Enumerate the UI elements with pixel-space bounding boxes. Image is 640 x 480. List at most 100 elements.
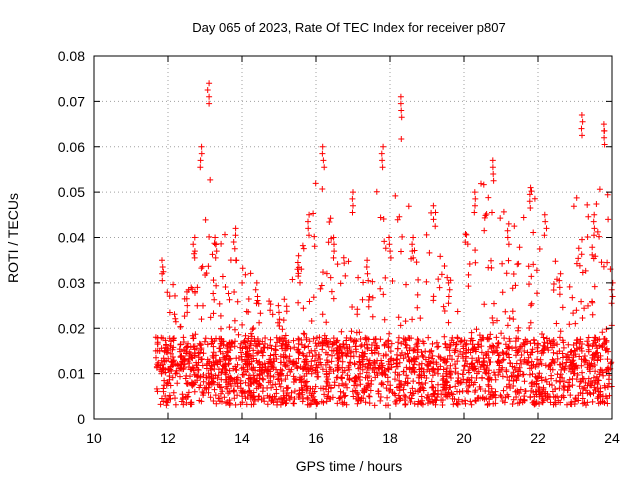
data-point [174,361,181,368]
data-point [585,213,592,220]
data-point [604,384,611,390]
data-point [166,309,173,316]
data-point [479,394,486,401]
data-point [165,366,172,373]
data-point [394,351,400,358]
data-point [478,180,484,187]
data-point [462,239,469,246]
data-point [577,336,584,343]
peak-point [527,205,534,211]
data-point [213,400,220,407]
data-point [199,263,206,270]
data-point [539,331,545,337]
data-point [297,279,303,286]
data-point [433,361,440,368]
data-point [303,336,310,343]
data-point [225,290,232,297]
data-point [274,339,280,346]
data-point [171,335,177,342]
peak-point [398,114,405,121]
data-point [342,272,349,279]
peak-point [295,252,302,259]
data-point [579,369,585,376]
data-point [231,343,238,350]
peak-point [253,279,260,286]
data-point [487,331,494,338]
data-point [164,289,171,296]
peak-point [578,112,585,118]
data-point [506,381,512,388]
data-point [480,181,487,188]
data-point [552,258,559,265]
data-point [463,231,470,238]
data-point [220,354,227,361]
data-point [239,279,246,286]
data-point [375,365,382,372]
data-point [550,401,557,408]
data-point [597,385,604,392]
data-point [232,326,238,333]
data-point [423,278,430,285]
data-point [369,366,376,373]
data-point [289,276,296,283]
data-point [333,338,340,345]
data-point [569,361,576,368]
peak-point [183,295,190,302]
data-point [515,335,522,342]
data-point [557,371,564,378]
data-point [540,334,547,341]
data-point [605,216,612,223]
data-point [435,370,441,377]
data-point [410,378,417,385]
data-point [250,401,257,408]
data-point [504,391,511,398]
data-point [492,372,499,379]
data-point [349,304,356,310]
data-point [311,233,318,240]
data-point [557,334,563,341]
data-point [365,360,372,367]
data-point [234,298,241,305]
data-point [190,335,197,342]
data-point [539,347,546,354]
data-point [547,340,554,347]
data-point [481,214,488,221]
peak-point [378,150,385,157]
data-point [334,400,341,407]
peak-point [527,184,534,191]
data-point [538,377,545,384]
data-point [211,386,218,393]
data-point [429,366,436,373]
data-point [474,359,481,366]
data-point [401,397,408,404]
axis-ticks: 10 12 14 16 18 20 22 24 0 0.01 0.02 0.03 0.04 0.05 0.0… [58,48,620,446]
data-point [211,361,218,368]
data-point [585,334,592,341]
data-point [568,348,575,355]
data-point [220,338,227,345]
data-point [483,211,490,217]
data-point [244,366,251,373]
data-point [257,372,263,379]
data-point [570,310,577,317]
data-point [572,395,579,401]
data-point [290,359,297,366]
data-point [170,335,176,342]
data-point [578,348,585,354]
data-point [356,359,363,366]
data-point [464,376,471,383]
data-point [553,320,560,327]
data-point [207,314,214,321]
data-point [595,377,602,384]
data-point [295,340,302,347]
data-point [476,383,483,390]
data-point [255,396,262,403]
data-point [604,259,611,266]
data-point [227,257,234,264]
data-point [239,265,246,272]
data-point [338,350,345,357]
data-point [226,324,233,331]
data-point [451,396,458,403]
data-point [286,366,292,373]
data-point [219,338,226,345]
